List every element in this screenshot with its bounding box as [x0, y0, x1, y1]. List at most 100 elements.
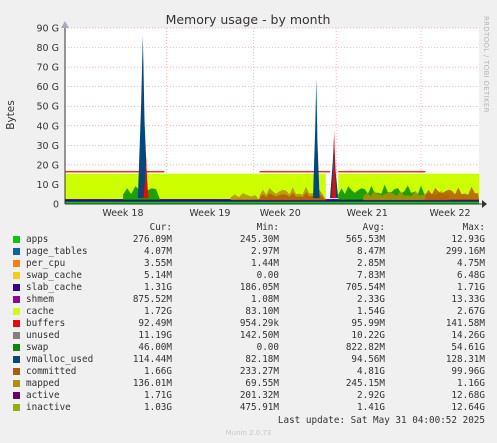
area-mapped-week19	[230, 193, 260, 201]
legend-row: apps 276.09M 245.30M 565.53M 12.93G	[0, 234, 497, 246]
legend-avg: 2.92G	[357, 390, 385, 401]
legend-min: 186.05M	[239, 282, 279, 293]
area-committed-week20	[259, 192, 326, 201]
legend-max: 2.67G	[457, 306, 485, 317]
legend-cur: 276.09M	[132, 234, 172, 245]
legend-max: 128.31M	[445, 354, 485, 365]
x-tick-label: Week 21	[347, 208, 388, 219]
y-tick-label: 80 G	[37, 43, 59, 54]
legend-swatch	[13, 368, 20, 375]
legend-row: shmem 875.52M 1.08M 2.33G 13.33G	[0, 294, 497, 306]
legend-name: swap	[26, 342, 49, 353]
legend-swatch	[13, 272, 20, 279]
legend-name: page_tables	[26, 246, 88, 257]
x-axis-arrow	[482, 200, 487, 208]
legend-row: buffers 92.49M 954.29k 95.99M 141.58M	[0, 318, 497, 330]
x-tick-label: Week 20	[260, 208, 301, 219]
munin-footer: Munin 2.0.73	[225, 429, 272, 437]
legend-avg: 8.47M	[357, 246, 385, 257]
legend-max: 14.26G	[451, 330, 485, 341]
x-tick-labels: Week 18 Week 19 Week 20 Week 21 Week 22	[102, 208, 470, 219]
legend-name: buffers	[26, 318, 66, 329]
legend-cur: 4.07M	[144, 246, 172, 257]
y-tick-label: 10 G	[37, 180, 59, 191]
legend-swatch	[13, 296, 20, 303]
legend-name: active	[26, 390, 60, 401]
legend-header: Cur: Min: Avg: Max:	[0, 222, 497, 234]
legend-cur: 1.71G	[144, 390, 172, 401]
legend-header-max: Max:	[462, 222, 485, 233]
legend-swatch	[13, 320, 20, 327]
y-tick-labels: 0 10 G 20 G 30 G 40 G 50 G 60 G 70 G 80 G 90 G	[37, 24, 59, 211]
x-tick-label: Week 19	[189, 208, 230, 219]
legend-swatch	[13, 332, 20, 339]
legend-row: unused 11.19G 142.50M 10.22G 14.26G	[0, 330, 497, 342]
legend-avg: 2.33G	[357, 294, 385, 305]
y-axis-label: Bytes	[5, 100, 17, 129]
legend-cur: 92.49M	[138, 318, 172, 329]
legend-row: active 1.71G 201.32M 2.92G 12.68G	[0, 390, 497, 402]
legend-avg: 565.53M	[345, 234, 385, 245]
legend-avg: 10.22G	[351, 330, 385, 341]
y-tick-label: 0	[53, 200, 59, 211]
y-tick-label: 90 G	[37, 24, 59, 35]
rrdtool-credit: RRDTOOL / TOBI OETIKER	[482, 16, 490, 113]
legend-name: cache	[26, 306, 54, 317]
legend-cur: 136.01M	[132, 378, 172, 389]
legend-max: 141.58M	[445, 318, 485, 329]
legend-row: swap_cache 5.14M 0.00 7.83M 6.48G	[0, 270, 497, 282]
legend-swatch	[13, 392, 20, 399]
legend-name: committed	[26, 366, 77, 377]
legend-max: 13.33G	[451, 294, 485, 305]
legend-avg: 1.54G	[357, 306, 385, 317]
legend-avg: 1.41G	[357, 402, 385, 413]
legend-min: 0.00	[256, 342, 279, 353]
legend-max: 4.75M	[457, 258, 485, 269]
legend-header-min: Min:	[256, 222, 279, 233]
y-tick-label: 30 G	[37, 141, 59, 152]
legend-name: slab_cache	[26, 282, 82, 293]
legend-cur: 1.03G	[144, 402, 172, 413]
legend-row: mapped 136.01M 69.55M 245.15M 1.16G	[0, 378, 497, 390]
legend-max: 99.96G	[451, 366, 485, 377]
spike-buffers-2	[332, 129, 337, 199]
legend-header-cur: Cur:	[149, 222, 172, 233]
legend-cur: 11.19G	[138, 330, 172, 341]
legend-row: per_cpu 3.55M 1.44M 2.85M 4.75M	[0, 258, 497, 270]
legend-avg: 822.82M	[345, 342, 385, 353]
legend-max: 12.68G	[451, 390, 485, 401]
legend-min: 142.50M	[239, 330, 279, 341]
y-tick-label: 20 G	[37, 160, 59, 171]
legend-min: 475.91M	[239, 402, 279, 413]
legend-name: inactive	[26, 402, 71, 413]
x-tick-label: Week 18	[102, 208, 143, 219]
legend-row: slab_cache 1.31G 186.05M 705.54M 1.71G	[0, 282, 497, 294]
series-areas	[65, 35, 479, 204]
y-tick-label: 60 G	[37, 82, 59, 93]
legend-max: 54.61G	[451, 342, 485, 353]
legend-row: swap 46.00M 0.00 822.82M 54.61G	[0, 342, 497, 354]
y-tick-label: 50 G	[37, 102, 59, 113]
legend-cur: 1.66G	[144, 366, 172, 377]
legend-cur: 46.00M	[138, 342, 172, 353]
legend-name: per_cpu	[26, 258, 66, 269]
legend-row: inactive 1.03G 475.91M 1.41G 12.64G	[0, 402, 497, 414]
legend-max: 12.93G	[451, 234, 485, 245]
legend-max: 299.16M	[445, 246, 485, 257]
legend-row: vmalloc_used 114.44M 82.18M 94.56M 128.31M	[0, 354, 497, 366]
legend-avg: 7.83M	[357, 270, 385, 281]
y-tick-label: 40 G	[37, 121, 59, 132]
legend-swatch	[13, 380, 20, 387]
legend-max: 12.64G	[451, 402, 485, 413]
legend-max: 1.16G	[457, 378, 485, 389]
legend-name: vmalloc_used	[26, 354, 94, 365]
legend-min: 69.55M	[245, 378, 279, 389]
legend-cur: 3.55M	[144, 258, 172, 269]
legend-avg: 95.99M	[351, 318, 385, 329]
legend-avg: 2.85M	[357, 258, 385, 269]
legend-min: 233.27M	[239, 366, 279, 377]
legend-cur: 114.44M	[132, 354, 172, 365]
legend-min: 245.30M	[239, 234, 279, 245]
y-axis-arrow	[61, 21, 69, 28]
